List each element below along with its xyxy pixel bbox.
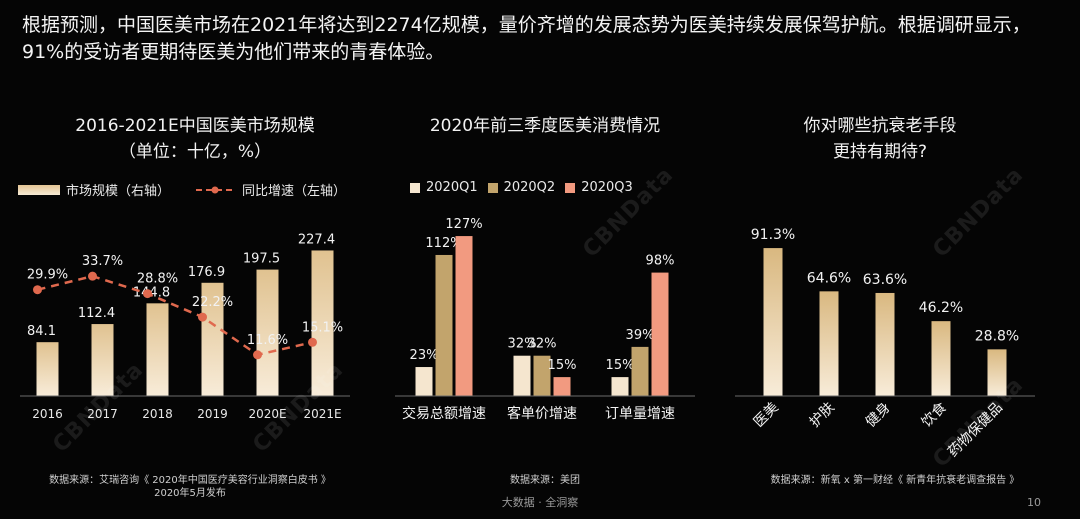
- page-number: 10: [1027, 496, 1041, 509]
- x-tick-护肤: 护肤: [807, 400, 838, 431]
- x-tick-2018: 2018: [142, 407, 173, 421]
- legend-label-2020Q1: 2020Q1: [426, 180, 478, 195]
- bar-label-2021E: 227.4: [298, 232, 335, 247]
- growth-label-2016: 29.9%: [27, 268, 68, 283]
- footer-text: 大数据 · 全洞察: [501, 496, 579, 509]
- legend-item-growth: 同比增速（左轴）: [194, 180, 346, 199]
- bar-2020Q3-交易总额增速: [455, 236, 473, 396]
- bar-2020Q3-订单量增速: [651, 272, 669, 396]
- x-tick-客单价增速: 客单价增速: [507, 405, 577, 422]
- chart2-legend: 2020Q1 2020Q2 2020Q3: [410, 180, 633, 195]
- bar-2020Q2-订单量增速: [631, 346, 649, 396]
- chart3-title-line2: 更持有期待?: [832, 142, 928, 162]
- chart3-title-line1: 你对哪些抗衰老手段: [803, 116, 957, 136]
- chart1-source: 数据来源：艾瑞咨询《 2020年中国医疗美容行业洞察白皮书 》 2020年5月发…: [20, 474, 360, 500]
- bar-2020Q3-客单价增速: [553, 377, 571, 396]
- growth-point-2016: [33, 285, 42, 295]
- bar-market-size-2016: [36, 342, 59, 396]
- chart2-plot: 23% 112% 127% 交易总额增速 32%32% 15% 客单价增速 15% 39% 98%…: [395, 217, 695, 422]
- legend-bar-swatch: [18, 184, 60, 195]
- legend-label-2020Q2: 2020Q2: [503, 180, 556, 195]
- chart1-title: 2016-2021E中国医美市场规模: [75, 116, 315, 136]
- legend-item-market-size: 市场规模（右轴）: [18, 180, 170, 199]
- bar-label-2020Q2-订单量增速: 39%: [626, 328, 655, 343]
- legend-label-growth: 同比增速（左轴）: [242, 184, 347, 199]
- growth-label-2018: 28.8%: [137, 272, 178, 287]
- bar-label-2020Q2-交易总额增速: 112%: [425, 236, 462, 251]
- growth-point-2020E: [253, 350, 262, 360]
- growth-point-2021E: [308, 337, 317, 347]
- bar-2020Q1-订单量增速: [611, 377, 629, 396]
- bar-label-2019: 176.9: [188, 265, 225, 280]
- legend-swatch-2020Q2: [487, 182, 498, 193]
- bar-market-size-2017: [91, 324, 114, 396]
- x-tick-2016: 2016: [32, 407, 63, 421]
- bar-2020Q2-交易总额增速: [435, 254, 453, 396]
- chart1-plot: 84.12016112.42017144.82018176.92019197.5…: [20, 232, 350, 421]
- bar-2020Q1-客单价增速: [513, 355, 531, 396]
- chart2-source: 数据来源：美团: [510, 475, 580, 486]
- bar-label-健身: 63.6%: [863, 272, 907, 288]
- x-tick-2019: 2019: [197, 407, 228, 421]
- bar-label-饮食: 46.2%: [919, 300, 963, 316]
- bar-饮食: [931, 321, 951, 396]
- legend-item-2020Q3: 2020Q3: [565, 180, 633, 195]
- intro-text: 根据预测，中国医美市场在2021年将达到2274亿规模，量价齐增的发展态势为医美…: [22, 14, 1031, 63]
- bar-label-护肤: 64.6%: [807, 270, 851, 286]
- chart1-source-line1: 数据来源：艾瑞咨询《 2020年中国医疗美容行业洞察白皮书 》: [49, 475, 331, 486]
- bar-label-医美: 91.3%: [751, 227, 795, 243]
- bar-label-2020E: 197.5: [243, 252, 280, 267]
- x-tick-订单量增速: 订单量增速: [605, 406, 675, 422]
- x-tick-饮食: 饮食: [918, 399, 950, 431]
- chart1-source-line2: 2020年5月发布: [154, 488, 226, 499]
- bar-label-2020Q3-订单量增速: 98%: [646, 254, 675, 269]
- growth-label-2021E: 15.1%: [302, 320, 343, 335]
- chart2-title: 2020年前三季度医美消费情况: [429, 116, 661, 136]
- bar-market-size-2020E: [256, 269, 279, 396]
- x-tick-2017: 2017: [87, 407, 118, 421]
- growth-point-2018: [143, 289, 152, 299]
- x-tick-2021E: 2021E: [303, 407, 341, 421]
- bar-医美: [763, 248, 783, 396]
- bar-label-2016: 84.1: [27, 324, 56, 339]
- legend-label-2020Q3: 2020Q3: [581, 180, 633, 195]
- chart3-source: 数据来源：新氧 x 第一财经《 新青年抗衰老调查报告 》: [770, 475, 1020, 486]
- bar-label-2017: 112.4: [78, 306, 115, 321]
- bar-2020Q1-交易总额增速: [415, 367, 433, 396]
- bar-label-2020Q2-客单价增速: 32%: [528, 337, 557, 352]
- legend-swatch-2020Q1: [410, 182, 420, 193]
- bar-药物保健品: [987, 349, 1007, 396]
- growth-point-2017: [88, 271, 97, 281]
- legend-item-2020Q2: 2020Q2: [487, 180, 556, 195]
- growth-label-2019: 22.2%: [192, 295, 233, 310]
- growth-line: [37, 274, 313, 357]
- bar-2020Q2-客单价增速: [533, 355, 551, 396]
- bar-market-size-2018: [146, 303, 169, 396]
- legend-label-market-size: 市场规模（右轴）: [66, 184, 171, 199]
- bar-健身: [875, 292, 895, 396]
- bar-market-size-2021E: [311, 250, 334, 396]
- bar-market-size-2019: [201, 282, 224, 396]
- bar-label-2020Q1-订单量增速: 15%: [606, 358, 635, 373]
- bar-label-2020Q3-客单价增速: 15%: [548, 358, 577, 373]
- chart1-legend: 市场规模（右轴） 同比增速（左轴）: [18, 180, 346, 199]
- bar-label-药物保健品: 28.8%: [975, 328, 1019, 344]
- bar-护肤: [819, 291, 839, 396]
- growth-label-2017: 33.7%: [82, 254, 123, 269]
- legend-swatch-2020Q3: [565, 182, 576, 193]
- bar-label-2020Q3-交易总额增速: 127%: [445, 217, 482, 232]
- bar-label-2020Q1-交易总额增速: 23%: [410, 348, 439, 363]
- chart1-subtitle: （单位：十亿，%）: [118, 142, 272, 162]
- x-tick-2020E: 2020E: [248, 407, 286, 421]
- x-tick-交易总额增速: 交易总额增速: [402, 405, 486, 422]
- growth-point-2019: [198, 312, 207, 322]
- legend-line-swatch: [196, 186, 235, 193]
- x-tick-健身: 健身: [863, 400, 894, 431]
- bar-label-2020Q1-客单价增速: 32%: [508, 337, 537, 352]
- legend-item-2020Q1: 2020Q1: [410, 180, 478, 195]
- growth-label-2020E: 11.6%: [247, 333, 288, 348]
- x-tick-医美: 医美: [751, 400, 782, 431]
